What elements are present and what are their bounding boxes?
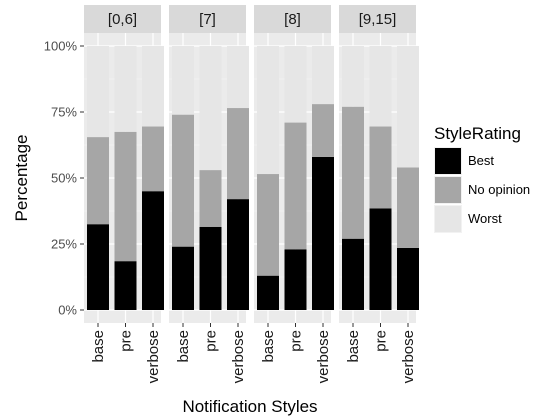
facet-strip-label: [8]	[284, 11, 301, 28]
bar-best	[397, 247, 419, 310]
x-tick-label: base	[345, 330, 362, 363]
bar-worst	[172, 46, 194, 115]
bar-best	[369, 208, 392, 310]
facet-strip-label: [9,15]	[359, 11, 397, 28]
legend-label: Best	[468, 153, 494, 168]
bar-worst	[342, 46, 364, 107]
facet-strip	[84, 5, 161, 33]
bar-best	[342, 238, 364, 310]
bar-worst	[369, 46, 392, 127]
facet-panels: [0,6]base pre verbose[7]base pre verbose[8]b…	[84, 5, 419, 383]
x-tick-label: pre	[288, 330, 305, 352]
bar-worst	[397, 46, 419, 168]
legend-label: No opinion	[468, 182, 530, 197]
bar-no-opinion	[227, 108, 249, 200]
bar-no-opinion	[397, 167, 419, 248]
bar-best	[172, 246, 194, 310]
y-tick-label: 75%	[51, 105, 77, 120]
bar-worst	[227, 46, 249, 109]
bar-best	[257, 275, 279, 310]
y-tick-label: 100%	[44, 39, 78, 54]
bar-worst	[312, 46, 334, 105]
bar-best	[114, 261, 137, 310]
legend-label: Worst	[468, 211, 502, 226]
x-tick-label: verbose	[230, 330, 247, 383]
y-axis-title: Percentage	[12, 135, 31, 222]
facet-strip-label: [7]	[199, 11, 216, 28]
facet-panel: [9,15] base pre verbose	[339, 5, 419, 383]
x-tick-label: base	[175, 330, 192, 363]
bar-no-opinion	[142, 126, 164, 192]
y-axis: 0% 25% 50% 75% 100%	[44, 39, 84, 318]
bar-no-opinion	[87, 137, 109, 225]
x-tick-label: pre	[373, 330, 390, 352]
bar-no-opinion	[342, 106, 364, 239]
bar-worst	[257, 46, 279, 175]
facet-panel: [0,6] base pre verbose	[84, 5, 164, 383]
bar-no-opinion	[257, 174, 279, 276]
x-tick-label: pre	[203, 330, 220, 352]
facet-strip	[169, 5, 246, 33]
legend-swatch-best	[435, 148, 461, 174]
legend-swatch-no-opinion	[435, 177, 461, 203]
x-axis-title: Notification Styles	[182, 397, 317, 416]
bar-no-opinion	[199, 170, 222, 227]
legend-title: StyleRating	[434, 124, 521, 143]
legend: StyleRating Best No opinion Worst	[434, 124, 530, 233]
facet-strip-label: [0,6]	[108, 11, 137, 28]
bar-best	[142, 191, 164, 310]
x-tick-label: pre	[118, 330, 135, 352]
legend-swatch-worst	[435, 206, 461, 232]
bar-best	[284, 249, 307, 310]
facet-panel: [7] base pre verbose	[169, 5, 249, 383]
x-tick-label: verbose	[400, 330, 417, 383]
facet-strip	[339, 5, 416, 33]
y-tick-label: 50%	[51, 171, 77, 186]
facet-strip	[254, 5, 331, 33]
bar-no-opinion	[114, 131, 137, 262]
x-tick-label: base	[90, 330, 107, 363]
bar-best	[199, 226, 222, 310]
y-tick-label: 0%	[58, 303, 77, 318]
bar-no-opinion	[284, 122, 307, 250]
bar-no-opinion	[312, 104, 334, 157]
bar-no-opinion	[172, 114, 194, 247]
x-tick-label: verbose	[145, 330, 162, 383]
bar-worst	[199, 46, 222, 171]
facet-panel: [8] base pre verbose	[254, 5, 334, 383]
x-tick-label: verbose	[315, 330, 332, 383]
bar-worst	[114, 46, 137, 132]
bar-no-opinion	[369, 126, 392, 209]
bar-best	[227, 199, 249, 310]
legend-keys: Best No opinion Worst	[434, 147, 530, 233]
bar-best	[312, 156, 334, 310]
x-tick-label: base	[260, 330, 277, 363]
bar-best	[87, 224, 109, 310]
bar-worst	[87, 46, 109, 138]
y-tick-label: 25%	[51, 237, 77, 252]
bar-worst	[284, 46, 307, 123]
bar-worst	[142, 46, 164, 127]
